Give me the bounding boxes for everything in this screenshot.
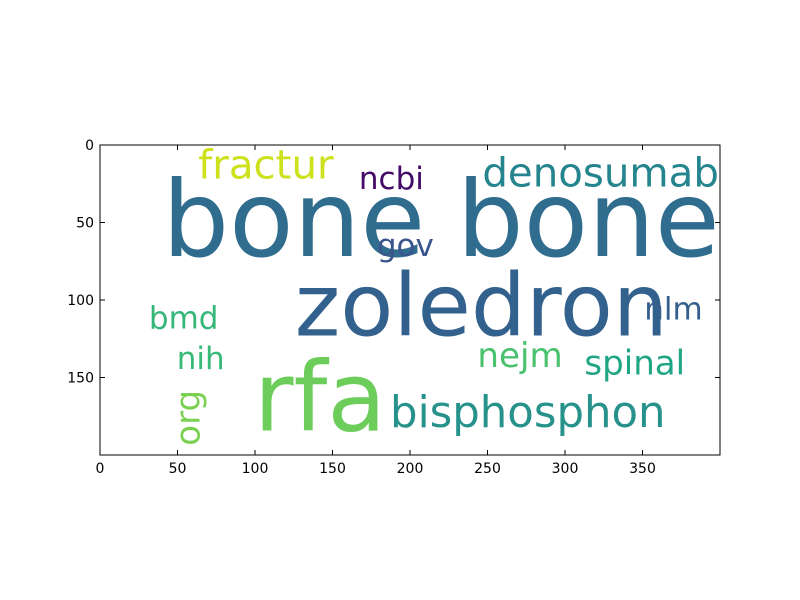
y-tick-label: 150 [67,371,94,387]
y-tick-label: 50 [76,216,94,232]
x-tick-label: 300 [552,461,579,477]
word-nih-11: nih [177,341,225,377]
x-tick-label: 250 [474,461,501,477]
x-tick-label: 150 [319,461,346,477]
word-zoledron-2: zoledron [295,256,668,357]
word-nejm-12: nejm [477,336,562,376]
word-bmd-9: bmd [149,301,219,337]
x-tick-label: 50 [169,461,187,477]
word-bisphosphon-4: bisphosphon [390,388,666,438]
word-org-14: org [168,390,208,446]
word-bone-0: bone [162,158,425,281]
x-tick-label: 350 [629,461,656,477]
word-fractur-5: fractur [198,142,334,189]
word-nlm-10: nlm [644,291,702,327]
word-rfa-3: rfa [254,342,386,454]
word-spinal-13: spinal [584,344,685,384]
word-denosumab-7: denosumab [482,149,719,196]
x-axis: 0 50 100 150 200 250 300 350 [96,145,656,477]
y-tick-label: 0 [85,138,94,154]
x-tick-label: 100 [242,461,269,477]
word-gov-8: gov [377,228,434,264]
x-tick-label: 0 [96,461,105,477]
word-bone-1: bone [457,158,720,281]
plot-background [100,145,720,455]
x-tick-label: 200 [397,461,424,477]
word-ncbi-6: ncbi [359,161,424,197]
y-tick-label: 100 [67,293,94,309]
y-axis: 0 50 100 150 [67,138,720,387]
